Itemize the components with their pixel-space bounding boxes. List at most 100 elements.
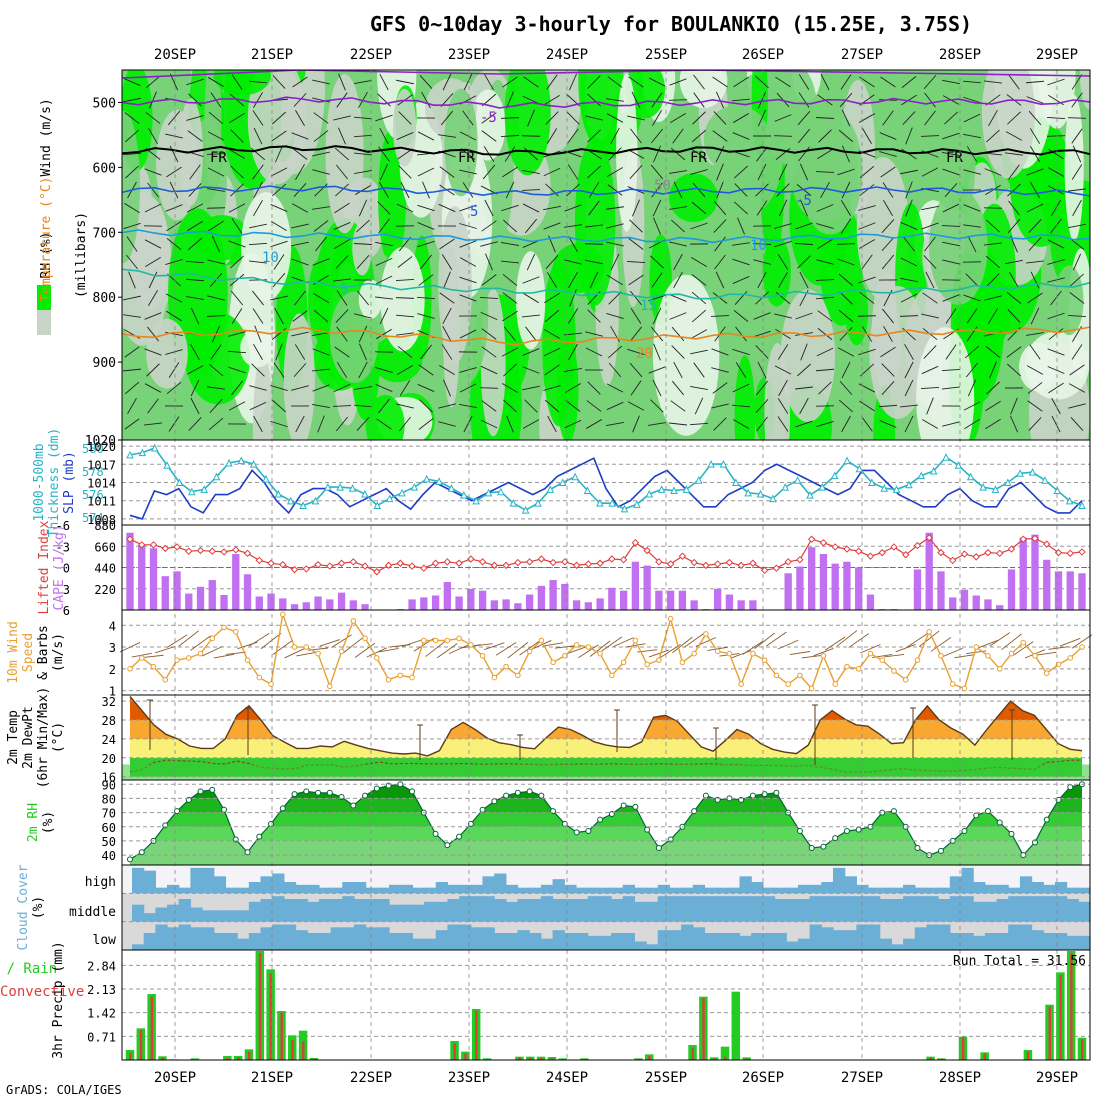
wind-barb bbox=[840, 200, 852, 216]
wind-barb bbox=[144, 312, 162, 320]
cloud-bar-low bbox=[809, 924, 822, 950]
wind-barb bbox=[942, 132, 960, 140]
li-point bbox=[631, 539, 640, 547]
cape-bar bbox=[831, 563, 839, 610]
wind-barb bbox=[1069, 364, 1085, 376]
wind-barb bbox=[126, 236, 138, 252]
cloud-bar-low bbox=[155, 924, 168, 950]
cloud-bar-high bbox=[318, 887, 332, 894]
wind-barb bbox=[186, 203, 204, 213]
wind-barb bbox=[716, 163, 724, 181]
cloud-bar-low bbox=[856, 924, 869, 950]
wind-barb bbox=[629, 165, 643, 179]
precip-conv-bar bbox=[226, 1058, 229, 1060]
contour-label-FR: FR bbox=[458, 150, 475, 166]
cloud-bar-middle bbox=[202, 910, 215, 922]
wind-barb bbox=[338, 127, 346, 145]
li-point bbox=[713, 560, 722, 568]
contour-label-15: 15 bbox=[640, 298, 657, 314]
wind-barb bbox=[398, 165, 412, 179]
cloud-bar-high bbox=[167, 884, 180, 894]
rh-point bbox=[973, 812, 980, 819]
wind-barb bbox=[522, 169, 540, 175]
cloud-bar-middle bbox=[739, 896, 752, 922]
wind-barb bbox=[123, 222, 141, 230]
wind-barb bbox=[1027, 400, 1043, 412]
wind-barb bbox=[144, 422, 162, 426]
cape-bar bbox=[326, 599, 334, 610]
wind-barb bbox=[1068, 383, 1086, 393]
wind-barb bbox=[585, 347, 603, 357]
wind-barb bbox=[190, 343, 200, 361]
wind-barb bbox=[905, 199, 913, 217]
cloud-bar-low bbox=[167, 927, 180, 950]
wind-barb bbox=[904, 343, 914, 361]
wind-barb bbox=[190, 379, 200, 397]
rh-blob bbox=[762, 235, 791, 307]
wind-barb bbox=[652, 145, 662, 163]
wind-barb bbox=[334, 239, 350, 249]
wind-barb bbox=[230, 129, 244, 143]
wind-barb bbox=[941, 368, 961, 372]
wind-barb bbox=[926, 397, 934, 415]
wind-barb bbox=[713, 111, 727, 125]
wind-barb bbox=[967, 379, 977, 397]
wind-barb bbox=[319, 639, 340, 647]
wind-barb bbox=[459, 240, 477, 248]
wind-barb bbox=[546, 272, 558, 288]
wind-barb bbox=[1006, 346, 1022, 358]
cloud-bar-middle bbox=[868, 896, 881, 922]
wind-barb bbox=[900, 404, 918, 408]
li-point bbox=[796, 556, 804, 564]
cloud-bar-middle bbox=[996, 899, 1009, 922]
wind-barb bbox=[354, 642, 376, 658]
thickness-point bbox=[410, 482, 419, 491]
thickness-point bbox=[361, 489, 369, 498]
wind-barb bbox=[921, 365, 939, 375]
cloud-bar-middle bbox=[762, 896, 776, 922]
wind-barb bbox=[778, 379, 788, 397]
contour-label-5: 5 bbox=[340, 282, 348, 298]
cloud-bar-middle bbox=[599, 896, 612, 922]
precip-conv-bar bbox=[161, 1057, 164, 1060]
wind-barb bbox=[543, 167, 561, 177]
cape-tick-label: 660 bbox=[94, 540, 116, 554]
cloud-bar-low bbox=[1008, 924, 1021, 950]
thickness-point bbox=[286, 496, 295, 505]
wind-point bbox=[562, 652, 568, 659]
cloud-bar-low bbox=[1031, 930, 1044, 950]
wind-barb bbox=[839, 327, 853, 341]
wind-barb bbox=[145, 112, 161, 124]
wind-barb bbox=[587, 129, 601, 143]
wind-barb bbox=[417, 383, 435, 393]
thickness-point bbox=[249, 460, 258, 468]
thickness-point bbox=[830, 471, 839, 480]
wind-barb bbox=[1051, 415, 1061, 433]
thickness-point bbox=[806, 491, 814, 499]
panel-label-cloud: (%) bbox=[31, 896, 46, 919]
cape-bar bbox=[690, 600, 698, 610]
wind-barb bbox=[1068, 403, 1086, 409]
rh-point bbox=[620, 802, 627, 809]
wind-barb bbox=[653, 217, 661, 235]
wind-barb bbox=[841, 361, 851, 379]
wind-barb bbox=[353, 134, 373, 138]
wind-barb bbox=[334, 202, 350, 214]
wind-barb bbox=[816, 204, 834, 212]
wind-barb bbox=[417, 222, 435, 230]
wind-barb bbox=[1047, 312, 1065, 320]
thickness-point bbox=[422, 474, 431, 483]
rh-point bbox=[209, 786, 216, 793]
wind-barb bbox=[838, 129, 854, 143]
wind-barb bbox=[795, 312, 813, 320]
cape-bar bbox=[1007, 569, 1016, 610]
wind-barb bbox=[753, 259, 771, 265]
wind-barb bbox=[815, 117, 835, 119]
wind-barb bbox=[544, 309, 560, 323]
wind-barb bbox=[1007, 111, 1021, 125]
wind-barb bbox=[228, 366, 246, 374]
wind-point bbox=[327, 683, 333, 690]
cloud-bar-high bbox=[459, 884, 472, 894]
wind-barb bbox=[228, 240, 246, 248]
cape-bar bbox=[455, 596, 463, 610]
